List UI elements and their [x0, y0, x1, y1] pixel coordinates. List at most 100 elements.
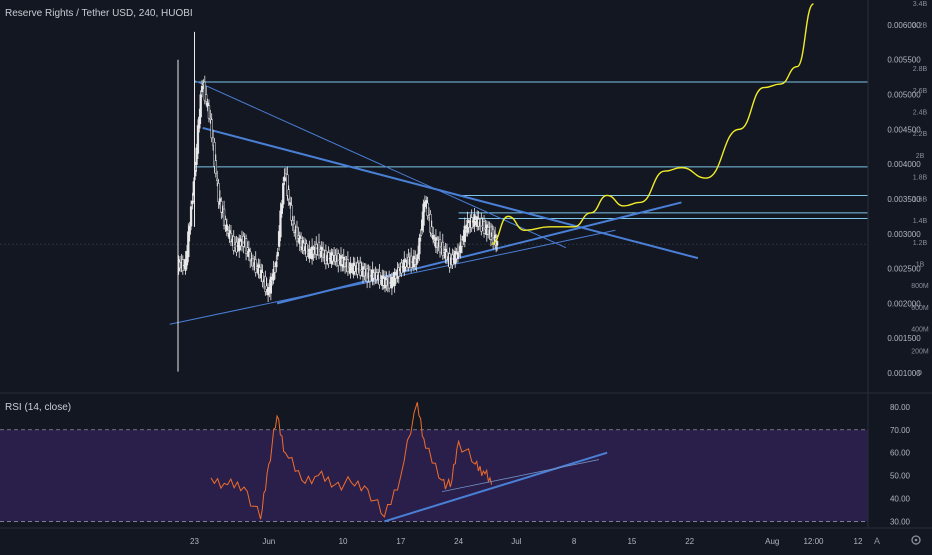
volume-axis-label: 2.6B — [913, 88, 928, 95]
price-axis-label: 0.004000 — [887, 160, 921, 169]
auto-scale-button[interactable]: A — [874, 536, 880, 546]
price-candle — [244, 238, 248, 254]
price-candle — [295, 226, 299, 242]
price-pane[interactable] — [0, 3, 868, 372]
volume-axis-label: 2.2B — [913, 131, 928, 138]
price-candle — [480, 218, 483, 232]
price-candle — [288, 202, 292, 205]
price-candle — [349, 262, 352, 274]
volume-axis-label: 800M — [911, 283, 929, 290]
price-candle — [264, 276, 267, 292]
rsi-axis-label: 50.00 — [890, 472, 911, 481]
price-candle — [205, 94, 208, 102]
price-candle — [463, 225, 466, 242]
price-candle — [397, 267, 400, 277]
price-candle — [418, 237, 421, 255]
price-candle — [189, 206, 193, 227]
rsi-pane[interactable] — [0, 402, 868, 523]
price-candle — [199, 94, 202, 118]
price-candle — [276, 251, 279, 257]
rsi-line[interactable] — [210, 402, 493, 520]
rsi-trendline[interactable] — [384, 451, 608, 523]
time-axis-label: 12 — [854, 537, 863, 546]
price-axis-label: 0.003500 — [887, 195, 921, 204]
price-candle — [315, 244, 318, 255]
gear-icon[interactable] — [911, 535, 921, 545]
price-candle — [432, 234, 435, 240]
price-candle — [286, 174, 289, 196]
price-candle — [277, 231, 281, 247]
price-candle — [279, 210, 282, 238]
price-axis-label: 0.001000 — [887, 369, 921, 378]
volume-axis-label: 3.4B — [913, 1, 928, 8]
volume-axis-label: 2B — [916, 153, 925, 160]
price-axis-label: 0.001500 — [887, 334, 921, 343]
price-candle — [206, 102, 209, 108]
price-candle — [187, 231, 190, 258]
price-candle — [426, 202, 429, 216]
volume-axis-label: 2.4B — [913, 110, 928, 117]
time-axis-label: Jul — [511, 537, 521, 546]
price-candle — [378, 272, 381, 285]
price-candle — [317, 241, 321, 256]
time-axis-label: 22 — [685, 537, 694, 546]
price-candle — [249, 251, 252, 262]
time-axis-label: 8 — [572, 537, 577, 546]
price-axis-label: 0.005000 — [887, 91, 921, 100]
price-candle — [280, 203, 284, 214]
trendline[interactable] — [202, 126, 699, 260]
volume-axis-label: 2.8B — [913, 66, 928, 73]
rsi-axis-label: 60.00 — [890, 449, 911, 458]
price-candle — [337, 253, 340, 266]
trendline[interactable] — [276, 201, 682, 305]
price-candle — [283, 176, 286, 181]
price-candle — [441, 241, 444, 256]
price-candle — [482, 220, 486, 234]
price-candle — [456, 251, 460, 259]
price-candle — [346, 259, 350, 273]
volume-axis-label: 1B — [916, 261, 925, 268]
rsi-trendline[interactable] — [442, 459, 599, 493]
time-axis-label: 15 — [627, 537, 636, 546]
price-candle — [210, 119, 213, 139]
projection-path[interactable] — [491, 3, 815, 245]
price-candle — [196, 125, 200, 154]
price-candle — [425, 200, 428, 205]
rsi-axis-label: 30.00 — [890, 517, 911, 526]
price-candle — [191, 200, 194, 205]
price-candle — [445, 251, 449, 261]
trendline[interactable] — [194, 80, 567, 249]
price-candle — [305, 243, 308, 258]
price-axis-label: 0.006000 — [887, 21, 921, 30]
price-candle — [282, 183, 285, 205]
volume-axis-label: 1.8B — [913, 175, 928, 182]
price-candle — [195, 147, 198, 165]
price-candle — [275, 261, 278, 268]
price-candle — [225, 224, 228, 231]
price-candle — [211, 137, 215, 146]
price-candle — [470, 217, 473, 228]
volume-axis-label: 600M — [911, 305, 929, 312]
price-candle — [460, 239, 464, 247]
price-candle — [273, 266, 277, 273]
price-candle — [222, 208, 226, 226]
rsi-band — [0, 429, 868, 522]
price-candle — [495, 241, 499, 246]
price-candle — [232, 236, 235, 251]
price-candle — [415, 258, 418, 265]
volume-axis-label: 1.4B — [913, 218, 928, 225]
rsi-indicator-label[interactable]: RSI (14, close) — [5, 402, 71, 413]
price-candle — [198, 116, 201, 129]
price-candle — [419, 234, 422, 237]
price-candle — [261, 272, 264, 283]
price-axis-label: 0.005500 — [887, 56, 921, 65]
price-candle — [209, 117, 212, 120]
price-axis-label: 0.002500 — [887, 265, 921, 274]
volume-axis-label: 0 — [918, 370, 922, 377]
time-axis-label: 24 — [454, 537, 463, 546]
price-candle — [291, 220, 295, 225]
symbol-title[interactable]: Reserve Rights / Tether USD, 240, HUOBI — [5, 8, 193, 19]
